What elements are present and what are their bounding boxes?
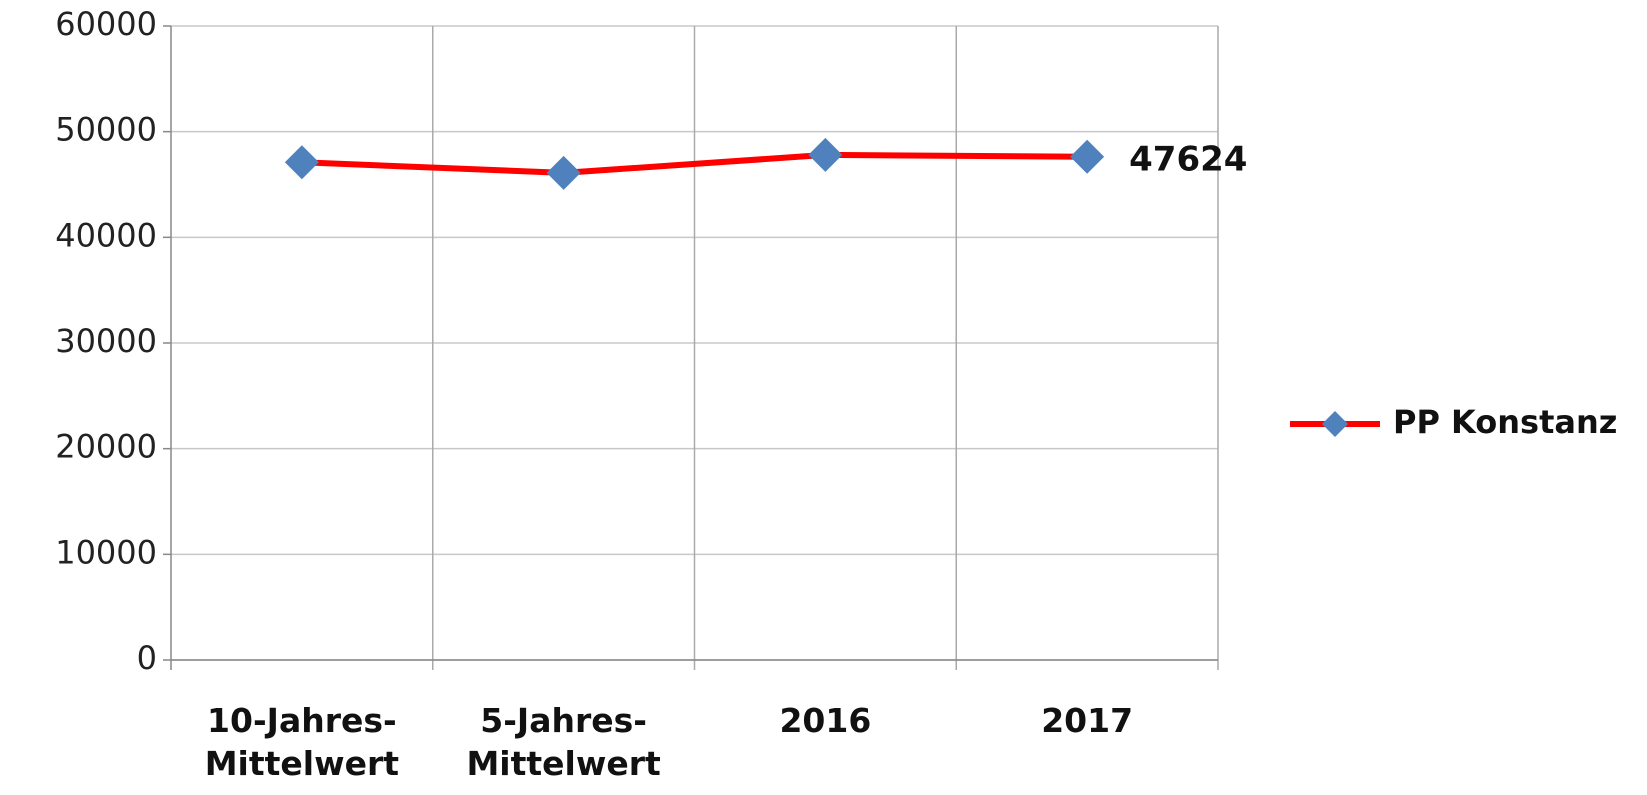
marker (1070, 139, 1105, 174)
data-label: 47624 (1129, 139, 1247, 179)
x-tick-label: 5-Jahres-Mittelwert (466, 701, 661, 783)
y-tick-label: 50000 (55, 111, 157, 149)
x-tick-label: 2017 (1041, 701, 1134, 740)
y-tick-label: 0 (137, 639, 157, 677)
marker (546, 155, 581, 190)
marker (284, 145, 319, 180)
marker (808, 137, 843, 172)
series-line (301, 151, 1088, 176)
y-tick-label: 30000 (55, 322, 157, 360)
y-tick-label: 60000 (55, 5, 157, 43)
y-tick-label: 10000 (55, 533, 157, 571)
x-tick-label: 2016 (779, 701, 872, 740)
y-tick-label: 40000 (55, 216, 157, 254)
y-tick-label: 20000 (55, 428, 157, 466)
x-tick-label: 10-Jahres-Mittelwert (204, 701, 400, 783)
legend-marker (1322, 411, 1348, 437)
legend-label: PP Konstanz (1393, 403, 1617, 441)
